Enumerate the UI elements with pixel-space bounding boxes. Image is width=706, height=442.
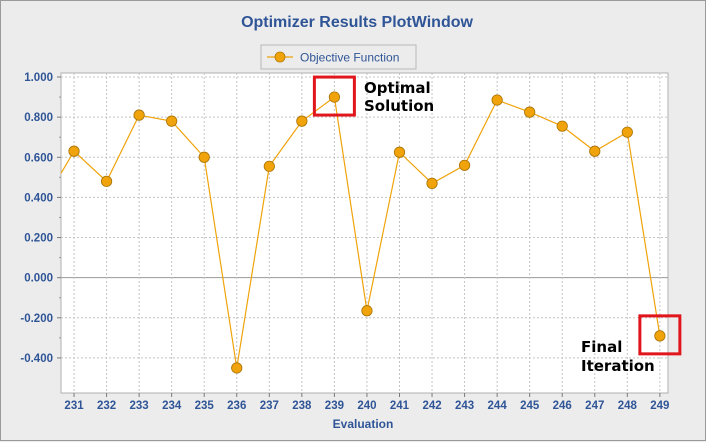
series-objective-function bbox=[60, 91, 666, 374]
data-point bbox=[231, 362, 243, 374]
highlight-box bbox=[638, 314, 682, 356]
x-tick-label: 241 bbox=[390, 400, 410, 412]
x-tick-label: 247 bbox=[585, 400, 604, 412]
annotation-final-line2: Iteration bbox=[581, 357, 655, 375]
x-tick-label: 240 bbox=[357, 400, 376, 412]
y-tick-label: 0.800 bbox=[24, 112, 53, 124]
x-tick-label: 248 bbox=[618, 400, 638, 412]
data-point bbox=[491, 94, 503, 106]
highlights bbox=[312, 75, 682, 356]
x-tick-label: 249 bbox=[650, 400, 669, 412]
data-point bbox=[133, 109, 145, 121]
data-point bbox=[361, 305, 373, 317]
data-point bbox=[263, 160, 275, 172]
y-tick-label: 0.400 bbox=[24, 192, 53, 204]
legend-marker-swatch bbox=[274, 51, 286, 63]
x-tick-label: 242 bbox=[422, 400, 441, 412]
x-axis-label: Evaluation bbox=[333, 417, 394, 431]
x-tick-label: 236 bbox=[227, 400, 246, 412]
data-point bbox=[458, 159, 471, 171]
y-tick-label: -0.200 bbox=[20, 313, 53, 325]
x-tick-label: 232 bbox=[97, 400, 116, 412]
x-tick-label: 234 bbox=[162, 400, 182, 412]
data-point bbox=[426, 177, 438, 189]
y-tick-label: 0.000 bbox=[24, 273, 53, 285]
data-point bbox=[166, 115, 178, 127]
data-point bbox=[556, 120, 568, 132]
y-tick-label: 0.600 bbox=[24, 152, 53, 164]
grid bbox=[61, 73, 668, 393]
x-tick-label: 243 bbox=[455, 400, 474, 412]
x-tick-label: 237 bbox=[260, 400, 279, 412]
x-tick-label: 233 bbox=[130, 400, 149, 412]
x-tick-label: 231 bbox=[64, 400, 84, 412]
highlight-box bbox=[312, 75, 356, 117]
y-tick-label: 1.000 bbox=[24, 72, 53, 84]
annotation-final-line1: Final bbox=[581, 338, 622, 356]
data-point bbox=[621, 126, 633, 138]
data-point bbox=[393, 146, 406, 158]
data-point bbox=[654, 330, 666, 342]
x-tick-label: 244 bbox=[488, 400, 508, 412]
x-tick-label: 246 bbox=[553, 400, 572, 412]
legend-label: Objective Function bbox=[300, 51, 399, 65]
y-tick-label: -0.400 bbox=[20, 353, 53, 365]
data-point bbox=[100, 175, 113, 187]
data-point bbox=[68, 145, 80, 157]
data-point bbox=[524, 106, 536, 118]
x-tick-label: 245 bbox=[520, 400, 540, 412]
annotation-optimal-line2: Solution bbox=[364, 97, 434, 115]
plot-area bbox=[60, 72, 669, 394]
chart-title: Optimizer Results PlotWindow bbox=[241, 14, 473, 31]
x-axis: 231 232 233 234 235 236 237 238 239 240 241 242 243 2… bbox=[64, 393, 669, 412]
y-tick-label: 0.200 bbox=[24, 233, 53, 245]
annotation-optimal-line1: Optimal bbox=[364, 79, 431, 97]
data-point bbox=[589, 145, 601, 157]
y-axis: 1.000 0.800 0.600 0.400 0.200 0.000 -0.200 -0.4… bbox=[20, 72, 61, 365]
legend: Objective Function bbox=[260, 44, 417, 70]
x-tick-label: 238 bbox=[292, 400, 312, 412]
x-tick-label: 239 bbox=[325, 400, 344, 412]
data-point bbox=[328, 91, 340, 103]
x-tick-label: 235 bbox=[195, 400, 215, 412]
data-point bbox=[198, 151, 210, 163]
data-point bbox=[296, 115, 308, 127]
